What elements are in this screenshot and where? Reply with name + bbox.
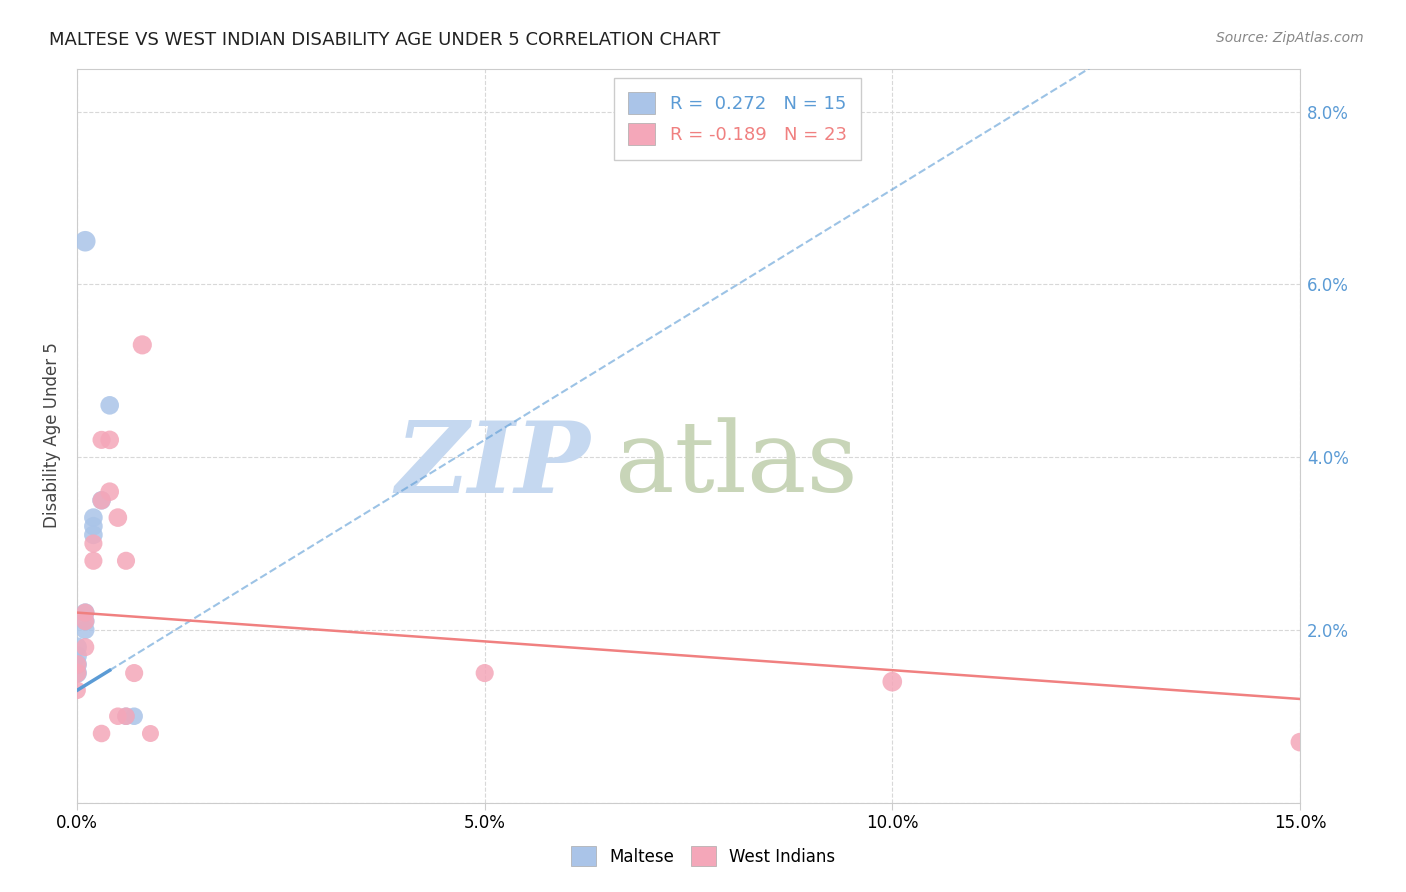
Point bbox=[66, 683, 89, 698]
Point bbox=[98, 484, 121, 499]
Text: Source: ZipAtlas.com: Source: ZipAtlas.com bbox=[1216, 31, 1364, 45]
Legend: Maltese, West Indians: Maltese, West Indians bbox=[562, 838, 844, 875]
Y-axis label: Disability Age Under 5: Disability Age Under 5 bbox=[44, 343, 60, 528]
Point bbox=[82, 554, 104, 568]
Point bbox=[122, 666, 145, 681]
Point bbox=[131, 338, 153, 352]
Point bbox=[75, 623, 97, 637]
Point bbox=[98, 398, 121, 412]
Point bbox=[107, 709, 129, 723]
Point bbox=[139, 726, 162, 740]
Point bbox=[75, 606, 97, 620]
Point bbox=[66, 648, 89, 663]
Point bbox=[115, 709, 138, 723]
Point bbox=[66, 666, 89, 681]
Legend: R =  0.272   N = 15, R = -0.189   N = 23: R = 0.272 N = 15, R = -0.189 N = 23 bbox=[613, 78, 860, 160]
Point bbox=[474, 666, 496, 681]
Point bbox=[82, 536, 104, 550]
Point bbox=[1289, 735, 1312, 749]
Point bbox=[75, 614, 97, 628]
Point bbox=[115, 554, 138, 568]
Point bbox=[107, 510, 129, 524]
Point bbox=[90, 493, 112, 508]
Point bbox=[82, 528, 104, 542]
Text: ZIP: ZIP bbox=[395, 417, 591, 513]
Point bbox=[66, 657, 89, 672]
Text: MALTESE VS WEST INDIAN DISABILITY AGE UNDER 5 CORRELATION CHART: MALTESE VS WEST INDIAN DISABILITY AGE UN… bbox=[49, 31, 720, 49]
Point bbox=[98, 433, 121, 447]
Point bbox=[90, 726, 112, 740]
Point bbox=[75, 606, 97, 620]
Point bbox=[66, 657, 89, 672]
Point bbox=[122, 709, 145, 723]
Point bbox=[75, 234, 97, 248]
Point bbox=[66, 640, 89, 654]
Point bbox=[66, 666, 89, 681]
Point bbox=[75, 640, 97, 654]
Text: atlas: atlas bbox=[614, 417, 858, 513]
Point bbox=[882, 674, 904, 689]
Point bbox=[90, 433, 112, 447]
Point bbox=[82, 510, 104, 524]
Point bbox=[82, 519, 104, 533]
Point bbox=[75, 614, 97, 628]
Point bbox=[90, 493, 112, 508]
Point bbox=[115, 709, 138, 723]
